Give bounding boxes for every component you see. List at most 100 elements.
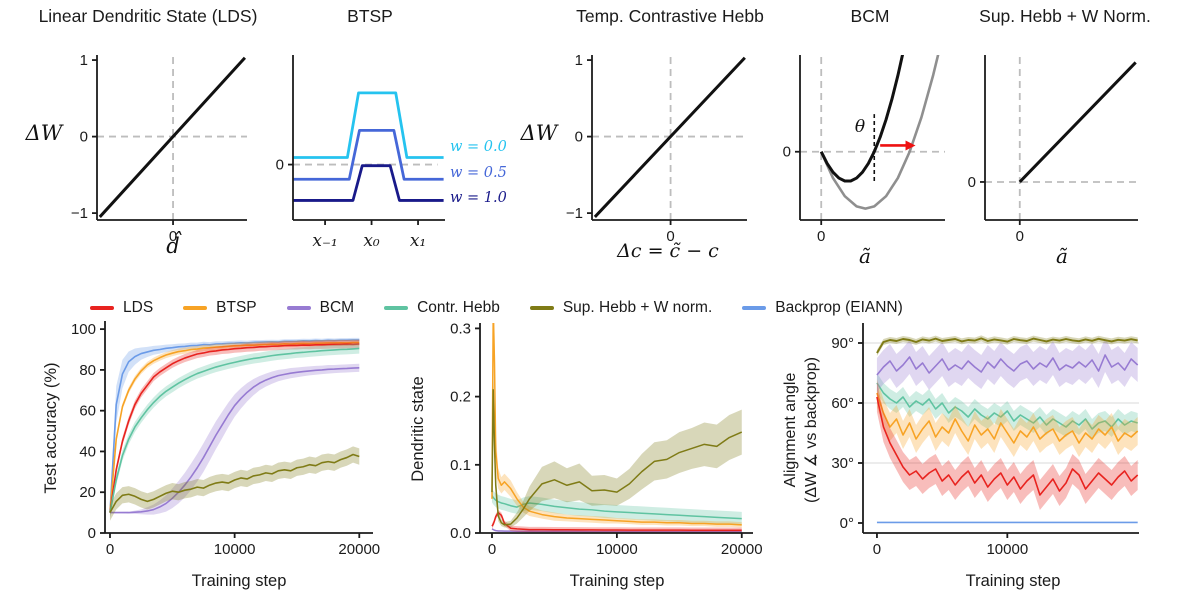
series-BCM xyxy=(109,367,360,514)
y-tick-label: 100 xyxy=(71,321,96,338)
legend-label: Sup. Hebb + W norm. xyxy=(562,299,713,316)
legend-label: Contr. Hebb xyxy=(417,299,500,316)
y-tick-label: 0 xyxy=(80,129,88,146)
y-tick-label: 80 xyxy=(79,362,96,379)
series-LDS xyxy=(491,511,742,532)
y-tick-label: 1 xyxy=(575,52,583,69)
acc-ylabel: Test accuracy (%) xyxy=(42,362,60,494)
y-tick-label: 60 xyxy=(79,403,96,420)
series-Sup. Hebb + W norm. xyxy=(876,337,1138,354)
dend-ylabel: Dendritic state xyxy=(409,376,427,482)
series-Contr. Hebb xyxy=(109,347,360,513)
x-tick-label: x₀ xyxy=(363,231,380,251)
series-lds-rule xyxy=(98,56,247,218)
arrow-head xyxy=(905,140,916,151)
legend-label: BTSP xyxy=(216,299,257,316)
series-tch-rule xyxy=(593,56,746,218)
series-Sup. Hebb + W norm. xyxy=(491,389,743,526)
legend-item-btsp: BTSP xyxy=(183,299,257,317)
panel-title-lds: Linear Dendritic State (LDS) xyxy=(38,6,258,26)
x-tick-label: 0 xyxy=(169,228,177,245)
lds-ylabel-deltaW: ΔW xyxy=(25,121,63,145)
band-Contr. Hebb xyxy=(491,488,742,526)
series-bcm-curve xyxy=(819,55,905,183)
legend-item-sup-hebb-w-norm-: Sup. Hebb + W norm. xyxy=(529,299,713,317)
x-tick-label: 10000 xyxy=(214,541,256,558)
band-BTSP xyxy=(876,379,1138,457)
y-tick-label: 0 xyxy=(276,157,284,174)
legend-swatch xyxy=(529,305,554,311)
dend-xlabel: Training step xyxy=(569,572,665,590)
band-LDS xyxy=(491,509,742,533)
legend: LDS BTSP BCM Contr. Hebb Sup. Hebb + W norm.… xyxy=(90,299,903,317)
btsp-weight-label-1: w = 0.5 xyxy=(450,165,507,181)
y-tick-label: 0.1 xyxy=(450,457,471,474)
y-tick-label: 0 xyxy=(575,129,583,146)
chart-btsp xyxy=(293,91,444,202)
legend-swatch xyxy=(742,305,767,311)
y-tick-label: 30° xyxy=(831,455,854,472)
legend-item-bcm: BCM xyxy=(286,299,354,317)
y-tick-label: 60° xyxy=(831,395,854,412)
x-tick-label: 0 xyxy=(106,541,114,558)
band-Sup. Hebb + W norm. xyxy=(109,446,360,521)
y-tick-label: −1 xyxy=(566,205,583,222)
tch-ylabel-deltaW: ΔW xyxy=(520,121,558,145)
series-bcm-shifted xyxy=(820,55,940,210)
panel-title-bcm: BCM xyxy=(850,6,890,26)
acc-xlabel: Training step xyxy=(191,572,287,590)
series-BCM xyxy=(876,354,1139,376)
chart-align xyxy=(863,335,1139,524)
legend-swatch xyxy=(384,305,409,311)
x-tick-label: 0 xyxy=(873,541,881,558)
y-tick-label: 0.0 xyxy=(450,525,471,542)
legend-swatch xyxy=(183,305,208,311)
x-tick-label: 10000 xyxy=(986,541,1028,558)
x-tick-label: 20000 xyxy=(721,541,763,558)
chart-tch xyxy=(592,56,747,220)
y-tick-label: 1 xyxy=(80,52,88,69)
legend-item-lds: LDS xyxy=(90,299,153,317)
y-tick-label: 20 xyxy=(79,484,96,501)
series-BTSP xyxy=(876,392,1139,444)
y-tick-label: 0 xyxy=(783,144,791,161)
sup-xlabel-atilde: ã xyxy=(1056,244,1068,268)
y-tick-label: 90° xyxy=(831,335,854,352)
series-Backprop (EIANN) xyxy=(109,339,360,513)
y-tick-label: 0 xyxy=(968,174,976,191)
band-LDS xyxy=(876,382,1138,510)
y-tick-label: 0 xyxy=(88,525,96,542)
panel-title-tch: Temp. Contrastive Hebb xyxy=(576,6,764,26)
series-w-0.0 xyxy=(293,91,444,159)
series-BCM xyxy=(491,528,742,533)
x-tick-label: 10000 xyxy=(596,541,638,558)
legend-swatch xyxy=(90,305,114,311)
chart-lds xyxy=(97,56,247,220)
series-BTSP xyxy=(491,323,742,526)
y-tick-label: 0.2 xyxy=(450,389,471,406)
series-Sup. Hebb + W norm. xyxy=(109,453,360,514)
chart-acc xyxy=(109,337,360,521)
chart-dend xyxy=(491,323,743,533)
bcm-xlabel-atilde: ã xyxy=(859,244,871,268)
legend-label: Backprop (EIANN) xyxy=(775,299,903,316)
btsp-weight-label-2: w = 1.0 xyxy=(450,190,507,206)
series-BTSP xyxy=(109,341,360,513)
x-tick-label: 0 xyxy=(488,541,496,558)
btsp-weight-label-0: w = 0.0 xyxy=(450,139,507,155)
y-tick-label: 0.3 xyxy=(450,320,471,337)
band-Sup. Hebb + W norm. xyxy=(491,369,742,528)
series-w-1.0 xyxy=(293,164,444,202)
series-Contr. Hebb xyxy=(491,495,742,520)
x-tick-label: 0 xyxy=(1016,228,1024,245)
series-LDS xyxy=(876,396,1139,496)
x-tick-label: x₁ xyxy=(410,231,426,251)
y-tick-label: −1 xyxy=(71,205,88,222)
y-tick-label: 40 xyxy=(79,443,96,460)
chart-bcm xyxy=(800,55,945,220)
x-tick-label: 20000 xyxy=(338,541,380,558)
lds-xlabel-dhat: d̂ xyxy=(166,234,180,258)
tch-xlabel-deltac: Δc = c̃ − c xyxy=(617,240,719,262)
